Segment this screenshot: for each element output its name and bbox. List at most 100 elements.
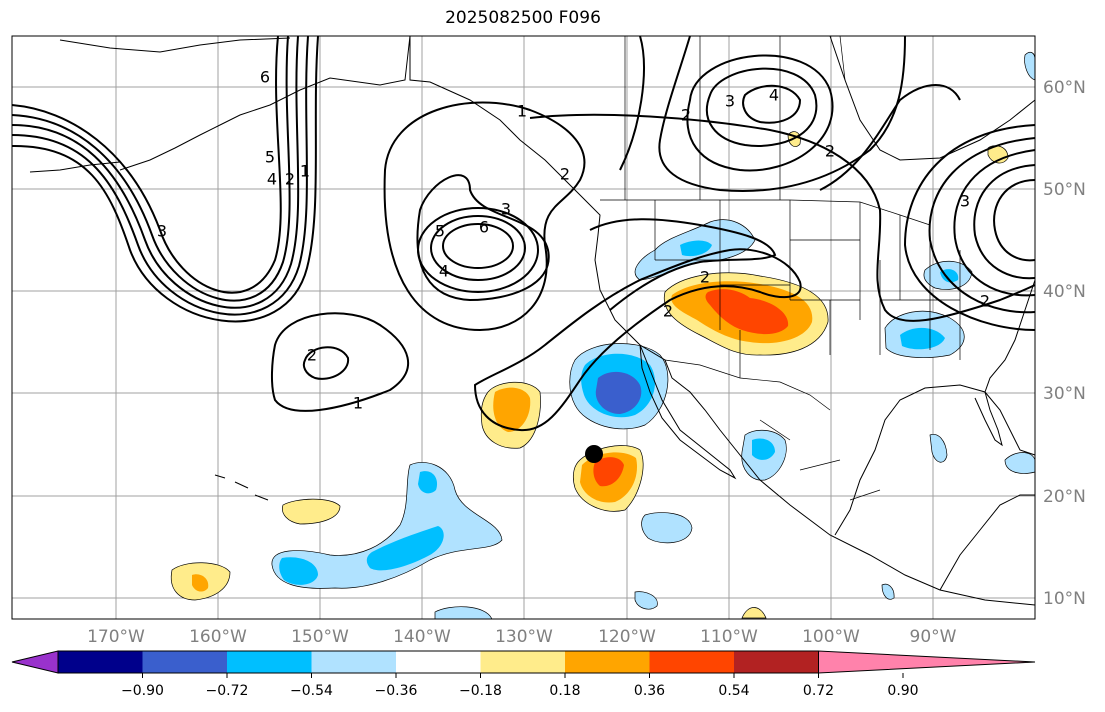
clabel-4-low: 4: [439, 262, 449, 281]
clabel-2-canada: 2: [825, 142, 835, 161]
clabel-2-hudson: 2: [681, 106, 691, 125]
colorbar-tick-label: −0.18: [459, 683, 502, 699]
shade-blue-great-basin-mid: [680, 240, 712, 257]
coast-alaska: [119, 35, 411, 171]
clabel-1-coast: 1: [517, 102, 527, 121]
shade-warm-baja-core: [593, 457, 624, 487]
coast-east-us: [984, 279, 1036, 393]
shade-blue-midwest-mid: [900, 327, 945, 350]
colorbar-tick-label: 0.54: [718, 683, 749, 699]
shade-blue-pacific: [271, 462, 503, 589]
contour-east-low-5: [903, 124, 1036, 331]
contour-east-low-2: [973, 164, 1036, 280]
clabel-1-trough: 1: [300, 162, 310, 181]
colorbar-segment: [58, 651, 143, 673]
colorbar-labels: −0.90 −0.72 −0.54 −0.36 −0.18 0.18 0.36 0.54 0.7…: [121, 673, 919, 699]
contour-canada-east: [819, 84, 961, 191]
contour-labels: 6 5 4 2 1 3 6 5 3 4 2 1 1 2 2 3 4 2 2 2 …: [157, 68, 990, 413]
contour-high-2: [302, 346, 350, 380]
border-mexico-states: [759, 419, 881, 501]
colorbar-tick-label: −0.72: [206, 683, 249, 699]
clabel-5-trough: 5: [265, 148, 275, 167]
shade-blue-sub2: [634, 591, 658, 610]
longitude-tick-label: 140°W: [393, 627, 451, 647]
longitude-tick-label: 130°W: [495, 627, 553, 647]
clabel-6-low: 6: [479, 218, 489, 237]
shade-warm-hawaii: [282, 498, 341, 525]
shade-blue-sub4: [881, 583, 895, 600]
shade-warm-bottom: [741, 607, 767, 619]
map-frame: [11, 35, 1036, 620]
contour-trough-1: [11, 35, 282, 294]
coastlines: [29, 35, 1036, 606]
border-us-mexico: [664, 359, 831, 411]
contour-high-1: [271, 312, 410, 412]
colorbar-tick-label: −0.36: [375, 683, 418, 699]
colorbar: [11, 650, 1036, 674]
border-states-1: [654, 200, 961, 378]
contour-two-rockies: [589, 218, 777, 311]
clabel-2-coast: 2: [560, 165, 570, 184]
contour-hudson-2: [686, 54, 834, 172]
contour-lines: [11, 35, 1036, 432]
political-borders: [409, 35, 961, 501]
colorbar-frame: [57, 650, 819, 674]
clabel-4-hudson: 4: [769, 86, 779, 105]
contour-trough-4: [11, 35, 309, 316]
longitude-tick-label: 150°W: [291, 627, 349, 647]
contour-trough-5: [11, 35, 319, 323]
shade-warm-south-mid: [192, 574, 209, 592]
colorbar-tick-label: −0.90: [121, 683, 164, 699]
coast-florida: [974, 391, 1003, 447]
colorbar-segment: [311, 651, 397, 673]
clabel-1-high: 1: [353, 394, 363, 413]
shade-blue-sub1: [641, 512, 693, 544]
shade-warm-pacific-mid: [493, 387, 531, 432]
clabel-3-low: 3: [501, 200, 511, 219]
colorbar-tick-label: 0.36: [634, 683, 665, 699]
contour-east-low-4: [928, 137, 1036, 314]
colorbar-segment: [565, 651, 650, 673]
contour-canada-north: [658, 35, 906, 192]
shade-blue-cal-core: [595, 371, 642, 414]
border-canada-provinces: [624, 35, 846, 200]
coast-alaska-north: [59, 37, 291, 53]
clabel-4-trough: 4: [267, 170, 277, 189]
colorbar-segment: [142, 651, 228, 673]
colorbar-tick-label: −0.54: [290, 683, 333, 699]
longitude-tick-label: 110°W: [700, 627, 758, 647]
shade-blue-pacific-mid2: [279, 557, 318, 585]
latitude-tick-label: 50°N: [1043, 180, 1086, 200]
contour-one-long: [529, 113, 1036, 322]
black-dot-icon: [585, 445, 603, 463]
colorbar-segment: [396, 651, 481, 673]
coast-gulf: [834, 384, 1036, 536]
clabel-2-high: 2: [307, 346, 317, 365]
latitude-tick-label: 40°N: [1043, 282, 1086, 302]
contour-east-low-1: [993, 179, 1036, 262]
latitude-tick-label: 10°N: [1043, 589, 1086, 609]
clabel-2-east: 2: [980, 292, 990, 311]
colorbar-segment: [734, 651, 819, 673]
shade-blue-mexico-mid: [752, 438, 775, 460]
shade-warm-southwest-core: [705, 289, 789, 335]
longitude-tick-label: 170°W: [87, 627, 145, 647]
contour-trough-2: [11, 35, 291, 302]
colorbar-tick-label: 0.90: [887, 683, 918, 699]
shade-blue-pacific-mid3: [418, 471, 438, 494]
colorbar-extend-min: [11, 650, 59, 674]
contour-low-inner-2: [430, 215, 526, 281]
latitude-tick-labels: 60°N 50°N 40°N 30°N 20°N 10°N: [1043, 78, 1086, 609]
contour-low-outer-2: [383, 101, 586, 332]
colorbar-tick-label: 0.18: [549, 683, 580, 699]
longitude-tick-label: 160°W: [189, 627, 247, 647]
longitude-tick-label: 90°W: [910, 627, 957, 647]
contour-low-inner-1: [442, 223, 514, 269]
clabel-2-rockies: 2: [700, 268, 710, 287]
contour-one-south: [473, 248, 802, 432]
clabel-5-low: 5: [435, 222, 445, 241]
contour-canada-north2: [619, 35, 645, 171]
contour-trough-3: [11, 35, 300, 309]
longitude-tick-labels: 170°W 160°W 150°W 140°W 130°W 120°W 110°W 100°W…: [87, 627, 957, 647]
